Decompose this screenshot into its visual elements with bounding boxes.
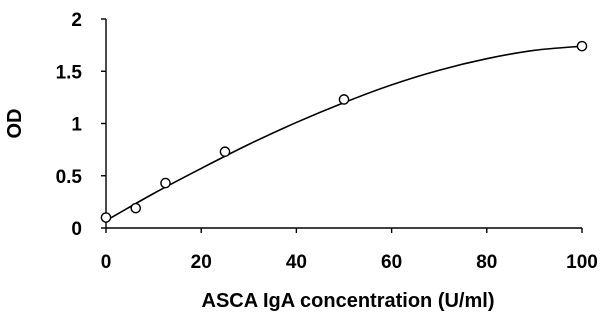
- x-tick-label: 80: [476, 252, 497, 273]
- x-tick-label: 40: [286, 252, 307, 273]
- y-tick-label: 0.5: [56, 167, 83, 188]
- y-tick-label: 2: [71, 10, 82, 31]
- plot-area: 00.511.520 20 40 60 80 100: [56, 10, 598, 273]
- y-tick-label: 1.5: [56, 62, 83, 83]
- data-point: [100, 212, 112, 223]
- x-tick-label: 20: [191, 252, 212, 273]
- data-point: [219, 146, 231, 158]
- x-tick-label: 0: [101, 252, 112, 273]
- x-tick-label: 60: [381, 252, 402, 273]
- data-point: [338, 94, 350, 105]
- data-point: [130, 202, 142, 214]
- fit-curve-line: [105, 45, 583, 222]
- data-point: [576, 40, 588, 52]
- x-tick-label: 100: [566, 252, 598, 273]
- y-axis-title: OD: [4, 109, 26, 139]
- y-tick-label: 0: [71, 219, 82, 240]
- data-point: [160, 177, 171, 189]
- y-tick-label: 1: [71, 115, 82, 136]
- x-axis-title: ASCA IgA concentration (U/ml): [202, 290, 495, 312]
